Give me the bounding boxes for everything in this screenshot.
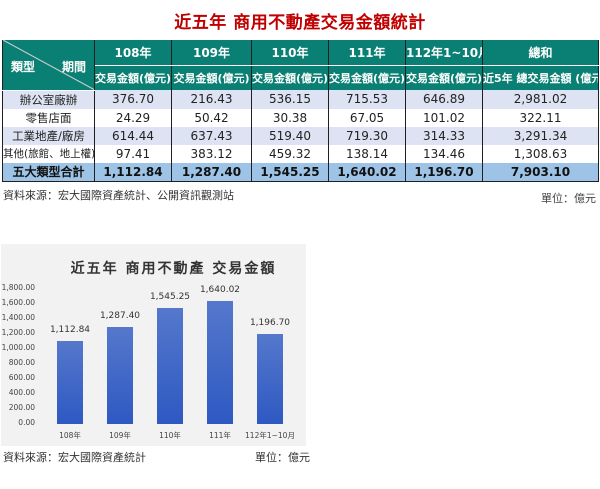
row-category: 工業地產/廠房	[2, 126, 95, 145]
cell-value: 138.14	[328, 144, 406, 163]
x-tick: 112年1~10月	[245, 431, 295, 440]
transaction-table: 類型 期間 108年 109年 110年 111年 112年1~10月 總和 交…	[2, 40, 599, 182]
total-row: 五大類型合計 1,112.84 1,287.40 1,545.25 1,640.…	[2, 162, 599, 182]
table-title: 近五年 商用不動產交易金額統計	[174, 13, 426, 33]
cell-value: 24.29	[94, 108, 172, 127]
total-value: 1,287.40	[171, 162, 252, 182]
bar-108	[57, 341, 83, 424]
table-row: 零售店面 24.29 50.42 30.38 67.05 101.02 322.…	[2, 108, 599, 127]
cell-value: 97.41	[94, 144, 172, 163]
period-header: 109年	[171, 40, 252, 66]
x-tick: 108年	[59, 431, 81, 440]
y-tick: 1,000.00	[1, 343, 35, 352]
bar-value-label: 1,196.70	[249, 318, 291, 328]
cell-value: 1,308.63	[482, 144, 599, 163]
subheader: 交易金額(億元)	[251, 65, 329, 90]
subheader: 交易金額(億元)	[328, 65, 406, 90]
bar-value-label: 1,640.02	[199, 285, 241, 295]
subheader: 交易金額(億元)	[405, 65, 483, 90]
x-tick: 109年	[109, 431, 131, 440]
cell-value: 30.38	[251, 108, 329, 127]
cell-value: 3,291.34	[482, 126, 599, 145]
total-value: 1,640.02	[328, 162, 406, 182]
cell-value: 216.43	[171, 90, 252, 109]
bar-112	[257, 334, 283, 424]
bar-value-label: 1,112.84	[49, 325, 91, 335]
cell-value: 50.42	[171, 108, 252, 127]
cell-value: 459.32	[251, 144, 329, 163]
cell-value: 536.15	[251, 90, 329, 109]
cell-value: 719.30	[328, 126, 406, 145]
y-tick: 1,800.00	[1, 283, 35, 292]
table-unit-note: 單位：億元	[541, 192, 596, 205]
chart-title: 近五年 商用不動產 交易金額	[70, 261, 277, 277]
bar-chart: 近五年 商用不動產 交易金額 1,800.00 1,600.00 1,400.0…	[1, 244, 306, 446]
corner-type-label: 類型	[11, 60, 36, 74]
bar-110	[157, 308, 183, 424]
cell-value: 646.89	[405, 90, 483, 109]
period-header: 108年	[94, 40, 172, 66]
table-row: 工業地產/廠房 614.44 637.43 519.40 719.30 314.…	[2, 126, 599, 145]
total-category: 五大類型合計	[2, 162, 95, 182]
y-tick: 1,200.00	[1, 328, 35, 337]
bar-value-label: 1,545.25	[149, 292, 191, 302]
cell-value: 101.02	[405, 108, 483, 127]
period-header: 110年	[251, 40, 329, 66]
corner-period-label: 期間	[61, 60, 86, 74]
bar-value-label: 1,287.40	[99, 311, 141, 321]
subheader: 近5年 總交易金額 (億元)	[482, 65, 599, 90]
cell-value: 715.53	[328, 90, 406, 109]
total-value: 1,196.70	[405, 162, 483, 182]
period-header: 112年1~10月	[405, 40, 483, 66]
cell-value: 2,981.02	[482, 90, 599, 109]
bar-109	[107, 327, 133, 424]
x-tick: 111年	[209, 431, 231, 440]
total-header: 總和	[482, 40, 599, 66]
y-tick: 800.00	[8, 358, 35, 367]
cell-value: 67.05	[328, 108, 406, 127]
chart-unit-note: 單位：億元	[255, 451, 310, 464]
y-tick: 200.00	[8, 403, 35, 412]
subheader: 交易金額(億元)	[171, 65, 252, 90]
y-tick: 1,400.00	[1, 313, 35, 322]
cell-value: 383.12	[171, 144, 252, 163]
period-header: 111年	[328, 40, 406, 66]
cell-value: 134.46	[405, 144, 483, 163]
y-tick: 0.00	[18, 418, 35, 427]
y-tick: 400.00	[8, 388, 35, 397]
total-value: 7,903.10	[482, 162, 599, 182]
y-tick: 600.00	[8, 373, 35, 382]
corner-header: 類型 期間	[2, 40, 95, 91]
cell-value: 376.70	[94, 90, 172, 109]
y-tick: 1,600.00	[1, 298, 35, 307]
table-row: 辦公室廠辦 376.70 216.43 536.15 715.53 646.89…	[2, 90, 599, 109]
diagonal-divider-icon	[3, 40, 94, 89]
total-value: 1,545.25	[251, 162, 329, 182]
chart-source-note: 資料來源：宏大國際資產統計	[3, 451, 146, 464]
cell-value: 322.11	[482, 108, 599, 127]
x-tick: 110年	[159, 431, 181, 440]
total-value: 1,112.84	[94, 162, 172, 182]
cell-value: 519.40	[251, 126, 329, 145]
row-category: 其他(旅館、地上權)	[2, 144, 95, 163]
row-category: 辦公室廠辦	[2, 90, 95, 109]
row-category: 零售店面	[2, 108, 95, 127]
cell-value: 614.44	[94, 126, 172, 145]
bar-111	[207, 301, 233, 424]
table-source-note: 資料來源：宏大國際資產統計、公開資訊觀測站	[3, 189, 234, 202]
cell-value: 637.43	[171, 126, 252, 145]
subheader: 交易金額(億元)	[94, 65, 172, 90]
table-row: 其他(旅館、地上權) 97.41 383.12 459.32 138.14 13…	[2, 144, 599, 163]
cell-value: 314.33	[405, 126, 483, 145]
